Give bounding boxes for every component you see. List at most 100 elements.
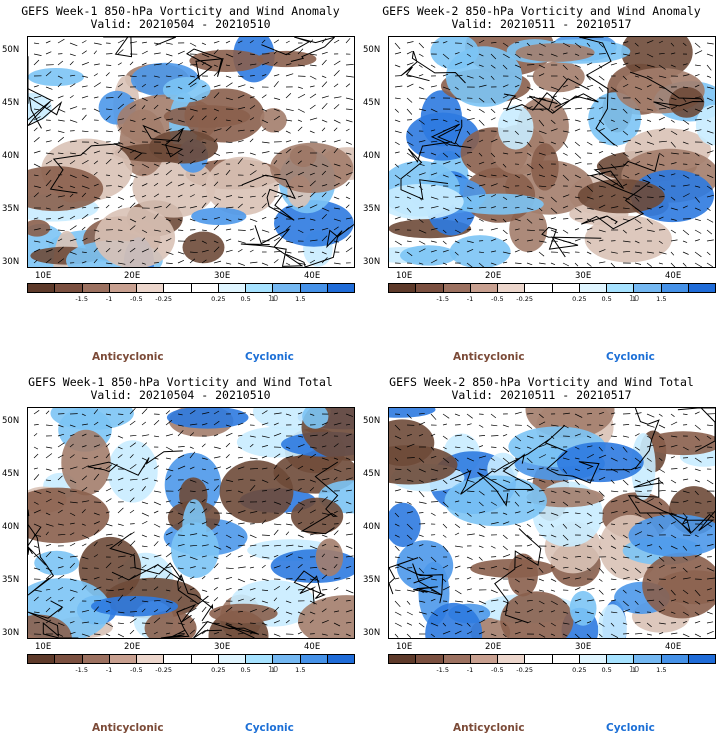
wind-arrow (237, 434, 243, 437)
wind-arrow (622, 435, 629, 438)
wind-arrow (466, 435, 474, 441)
wind-arrow (406, 185, 415, 189)
wind-arrow (69, 522, 75, 525)
wind-arrow (297, 171, 305, 176)
wind-arrow (634, 512, 642, 517)
wind-arrow (129, 61, 134, 66)
wind-arrow (153, 501, 162, 506)
wind-arrow (430, 196, 439, 200)
wind-arrow (57, 205, 64, 209)
wind-arrow (502, 185, 510, 189)
wind-arrow (526, 599, 533, 602)
wind-arrow (622, 633, 630, 635)
wind-arrow (345, 467, 352, 470)
wind-arrow (634, 64, 641, 69)
wind-arrow (514, 41, 520, 44)
wind-arrow (189, 194, 195, 198)
wind-arrow (682, 205, 688, 209)
wind-arrow (213, 173, 219, 176)
vorticity-blob (430, 37, 479, 70)
wind-arrow (586, 75, 591, 81)
wind-arrow (478, 39, 485, 44)
wind-arrow (165, 152, 173, 155)
wind-arrow (634, 207, 639, 211)
wind-arrow (406, 108, 413, 115)
wind-arrow (177, 259, 185, 264)
wind-arrow (153, 42, 161, 45)
wind-arrow (634, 172, 640, 176)
wind-arrow (514, 468, 519, 472)
wind-arrow (273, 160, 278, 165)
wind-arrow (297, 435, 304, 438)
wind-arrow (514, 435, 522, 442)
wind-arrow (514, 564, 523, 569)
coastline-border (578, 37, 615, 146)
wind-arrow (237, 611, 243, 613)
coastline-border (285, 224, 354, 267)
wind-arrow (502, 622, 507, 627)
wind-arrow (153, 206, 162, 209)
wind-arrow (586, 62, 593, 66)
wind-arrow (321, 81, 328, 88)
wind-arrow (466, 42, 473, 47)
wind-arrow (562, 141, 569, 148)
wind-arrow (213, 501, 222, 504)
colorbar-segment (470, 655, 498, 663)
wind-arrow (430, 140, 438, 143)
wind-arrow (309, 239, 318, 242)
wind-arrow (117, 249, 122, 253)
wind-arrow (466, 622, 471, 627)
colorbar-unit: 10 (629, 665, 640, 674)
wind-arrow (598, 42, 604, 48)
colorbar-segment (470, 284, 498, 292)
wind-arrow (45, 567, 53, 572)
wind-arrow (646, 64, 655, 68)
wind-arrow (526, 117, 533, 121)
wind-arrow (634, 466, 642, 470)
wind-arrow (598, 172, 606, 176)
wind-arrow (81, 633, 90, 637)
wind-arrow (141, 237, 145, 242)
vorticity-blob (189, 49, 264, 72)
wind-arrow (285, 553, 293, 558)
wind-arrow (634, 412, 642, 415)
legend-anticyclonic: Anticyclonic (453, 351, 525, 363)
wind-arrow (430, 578, 437, 581)
longitude-label: 20E (124, 271, 141, 281)
wind-arrow (418, 97, 427, 100)
wind-arrow (406, 196, 412, 200)
wind-arrow (610, 251, 618, 254)
wind-arrow (153, 554, 162, 558)
wind-arrow (213, 485, 220, 492)
wind-arrow (81, 75, 88, 78)
wind-arrow (658, 545, 663, 550)
wind-arrow (574, 567, 583, 572)
wind-arrow (225, 218, 232, 222)
wind-arrow (526, 207, 534, 211)
colorbar-unit: 10 (268, 294, 279, 303)
wind-arrow (345, 545, 353, 549)
wind-arrow (622, 75, 627, 81)
wind-arrow (418, 74, 424, 77)
wind-arrow (394, 108, 399, 113)
wind-arrow (189, 556, 198, 561)
wind-arrow (622, 119, 628, 124)
wind-arrow (394, 566, 399, 569)
wind-arrow (406, 633, 412, 638)
wind-arrow (478, 445, 484, 448)
wind-arrow (550, 207, 558, 214)
wind-arrow (694, 479, 700, 483)
wind-arrow (333, 499, 339, 503)
wind-arrow (694, 239, 700, 242)
wind-arrow (502, 238, 508, 242)
wind-arrow (502, 434, 508, 437)
wind-arrow (598, 229, 606, 233)
wind-arrow (237, 158, 243, 165)
vorticity-blob (584, 215, 672, 263)
vorticity-blob (162, 77, 211, 103)
colorbar-tick-label: 1.5 (295, 295, 306, 303)
wind-arrow (189, 508, 195, 514)
wind-arrow (406, 251, 413, 257)
wind-arrow (670, 512, 677, 516)
wind-arrow (706, 150, 714, 154)
